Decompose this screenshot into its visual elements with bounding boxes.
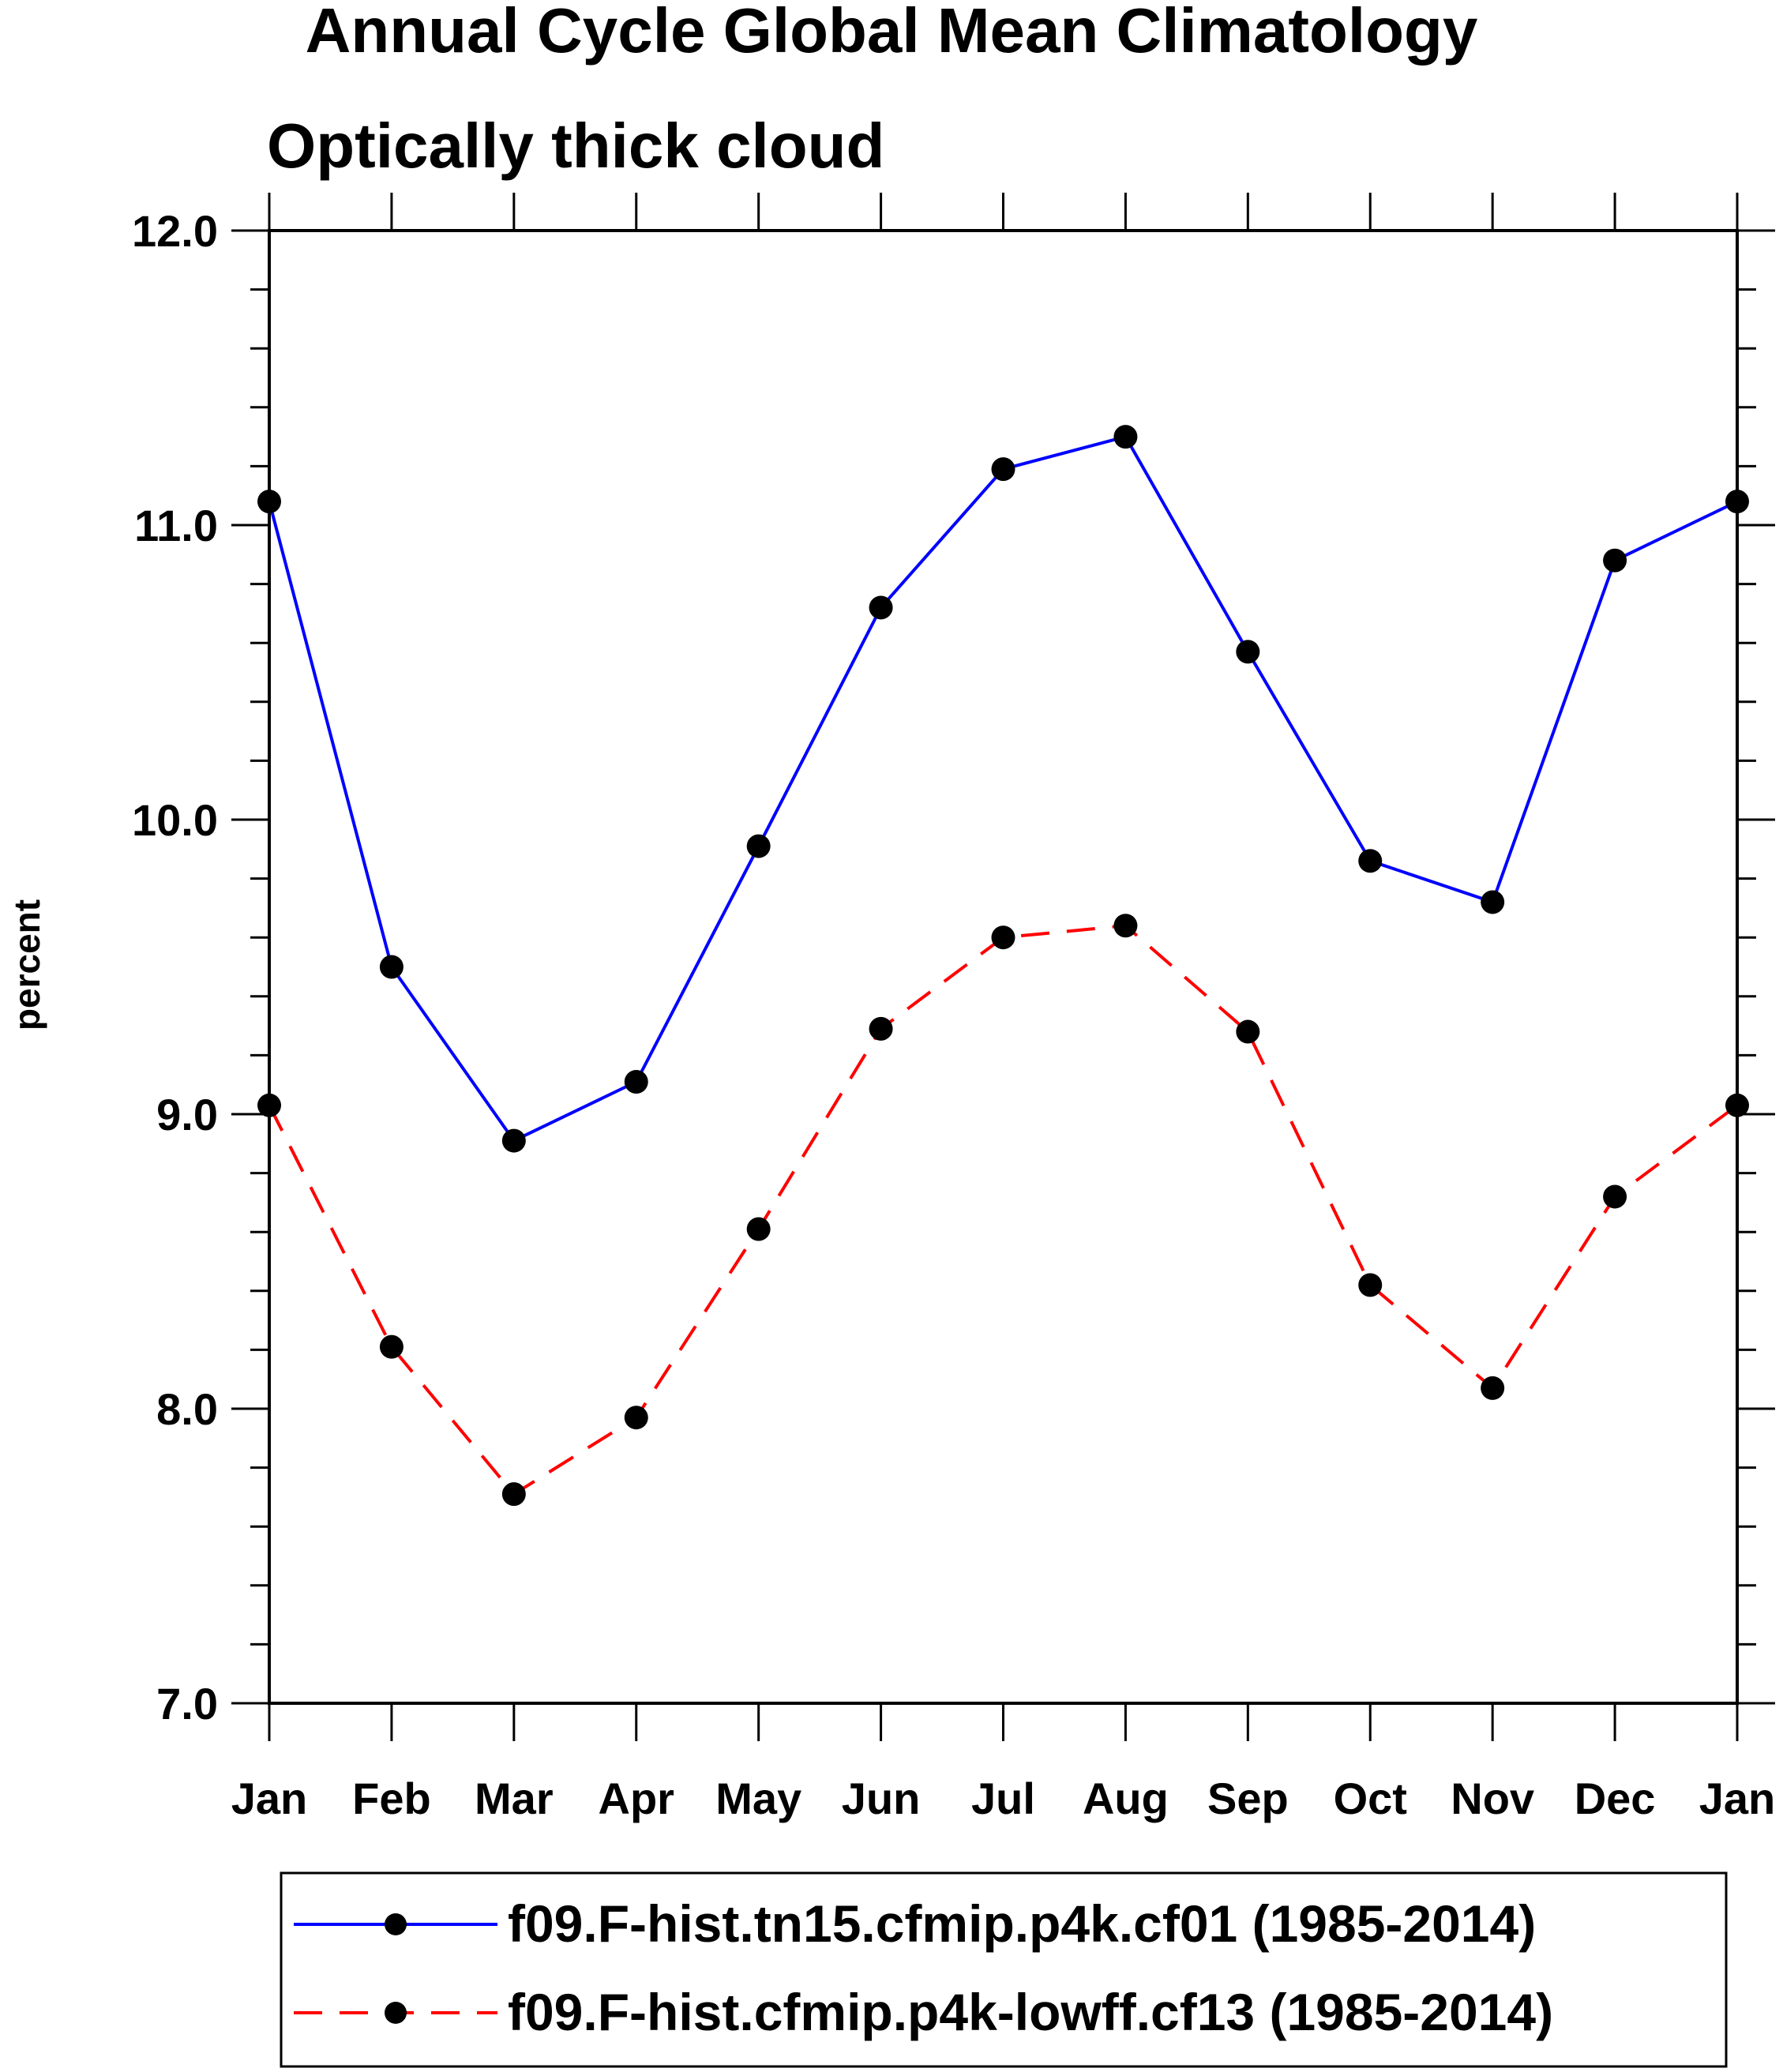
legend: f09.F-hist.tn15.cfmip.p4k.cf01 (1985-201… <box>280 1871 1728 2068</box>
y-axis-label: percent <box>6 899 47 1030</box>
x-tick-label: Sep <box>1207 1774 1289 1823</box>
series-1-point <box>257 490 281 514</box>
x-tick-label: Mar <box>475 1774 554 1823</box>
legend-label-series-1: f09.F-hist.tn15.cfmip.p4k.cf01 (1985-201… <box>508 1894 1536 1953</box>
x-tick-label: Nov <box>1451 1774 1534 1823</box>
series-1-point <box>501 1128 526 1153</box>
y-tick-label: 11.0 <box>134 501 218 550</box>
x-tick-label: Apr <box>599 1774 674 1823</box>
series-1-line <box>268 435 1738 1143</box>
series-2-point <box>1236 1019 1260 1044</box>
x-tick-label: Aug <box>1083 1774 1169 1823</box>
y-tick-label: 7.0 <box>156 1679 218 1729</box>
legend-marker-series-1 <box>385 1913 407 1935</box>
chart-subtitle: Optically thick cloud <box>267 111 884 181</box>
series-1-point <box>1481 890 1505 914</box>
series-2-point <box>1358 1273 1383 1297</box>
series-1-point <box>869 595 893 620</box>
series-1-point <box>1725 490 1749 514</box>
x-tick-label: Oct <box>1334 1774 1407 1823</box>
x-tick-label: May <box>715 1774 801 1823</box>
y-tick-label: 10.0 <box>132 795 218 845</box>
series-2-point <box>624 1406 648 1430</box>
series-1-point <box>379 955 404 979</box>
y-tick-label: 9.0 <box>156 1090 218 1139</box>
series-1-point <box>1603 548 1627 572</box>
series-1-point <box>746 834 771 858</box>
series-1-point <box>1113 425 1138 449</box>
series-2-point <box>1481 1376 1505 1400</box>
series-2-point <box>991 925 1015 950</box>
series-2-point <box>746 1217 771 1241</box>
legend-label-series-2: f09.F-hist.cfmip.p4k-lowff.cf13 (1985-20… <box>508 1983 1553 2041</box>
series-2-point <box>1603 1184 1627 1209</box>
x-tick-label: Dec <box>1575 1774 1656 1823</box>
x-tick-label: Feb <box>352 1774 431 1823</box>
x-tick-label: Jan <box>231 1774 308 1823</box>
x-tick-label: Jul <box>971 1774 1035 1823</box>
legend-marker-series-2 <box>385 2002 407 2024</box>
chart-title: Annual Cycle Global Mean Climatology <box>306 0 1478 66</box>
series-2-point <box>501 1482 526 1507</box>
x-tick-label: Jun <box>842 1774 921 1823</box>
series-1-point <box>1236 640 1260 664</box>
series-1-point <box>624 1069 648 1094</box>
y-tick-label: 12.0 <box>132 206 218 256</box>
series-1-point <box>991 457 1015 482</box>
plot-area: 7.0 8.0 9.0 10.0 11.0 12.0 Jan Feb Mar Apr May Jun J… <box>132 193 1775 1823</box>
series-1-point <box>1358 849 1383 873</box>
series-2-point <box>1725 1093 1749 1117</box>
plot-frame <box>268 229 1739 1705</box>
legend-box <box>280 1871 1728 2068</box>
series-2-point <box>869 1016 893 1041</box>
x-tick-label: Jan <box>1699 1774 1776 1823</box>
series-group <box>257 425 1749 1507</box>
series-2-point <box>379 1334 404 1359</box>
series-2-line <box>268 924 1739 1496</box>
series-2-point <box>257 1093 281 1117</box>
series-2-point <box>1113 914 1138 938</box>
y-tick-label: 8.0 <box>156 1384 218 1434</box>
